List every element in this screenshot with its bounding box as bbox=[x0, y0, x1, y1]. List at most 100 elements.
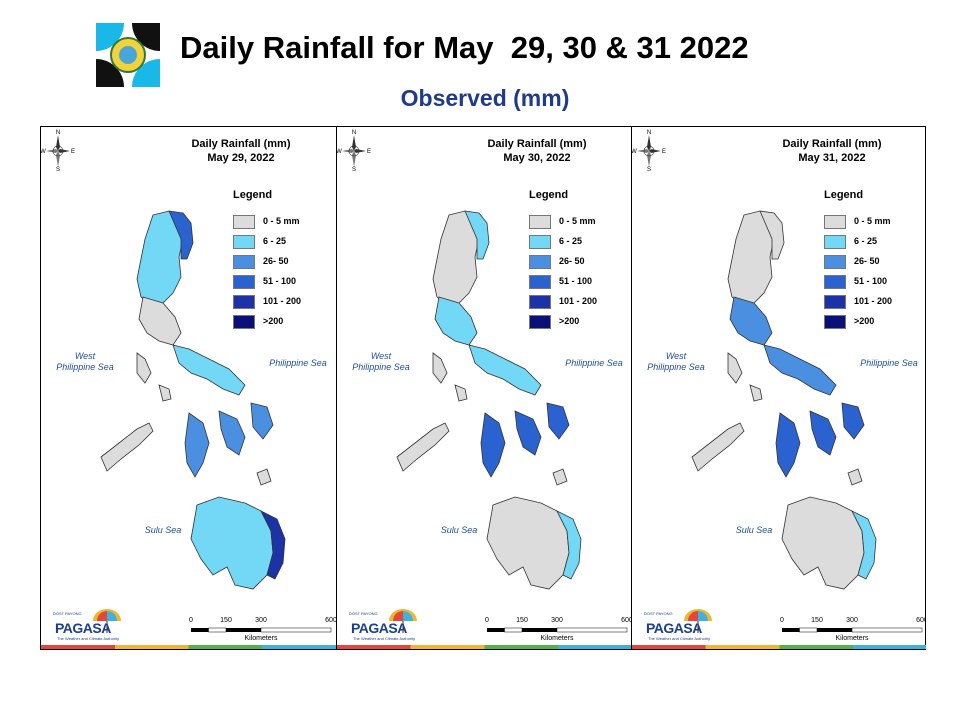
region-east-mindanao bbox=[260, 510, 286, 580]
legend-label: >200 bbox=[263, 316, 284, 326]
page-title: Daily Rainfall for May 29, 30 & 31 2022 bbox=[180, 30, 749, 65]
legend-label: 101 - 200 bbox=[559, 296, 598, 306]
brand-name: PAGASA bbox=[351, 620, 407, 636]
panel-title: Daily Rainfall (mm) bbox=[487, 138, 587, 150]
region-visayas bbox=[184, 402, 274, 478]
panel-date: May 30, 2022 bbox=[503, 152, 571, 164]
island-3 bbox=[158, 384, 172, 402]
legend-label: 6 - 25 bbox=[854, 236, 878, 246]
label-philippine-sea: Philippine Sea bbox=[565, 358, 623, 368]
scale-tick: 300 bbox=[846, 617, 858, 624]
panel-date: May 31, 2022 bbox=[798, 152, 866, 164]
scale-bar: 0 150 300 600 Kilometers bbox=[189, 617, 336, 647]
scale-tick: 0 bbox=[780, 617, 784, 624]
panel-title: Daily Rainfall (mm) bbox=[782, 138, 882, 150]
scale-tick: 300 bbox=[255, 617, 267, 624]
label-sulu-sea: Sulu Sea bbox=[735, 525, 773, 535]
color-stripe bbox=[632, 645, 926, 649]
region-central-luzon bbox=[434, 296, 478, 346]
color-stripe bbox=[337, 645, 631, 649]
legend-label: 6 - 25 bbox=[559, 236, 583, 246]
region-visayas bbox=[480, 402, 570, 478]
legend-swatch bbox=[233, 315, 255, 329]
label-west-philippine-sea: West Philippine Sea bbox=[647, 351, 705, 372]
panel-date: May 29, 2022 bbox=[207, 152, 275, 164]
region-ne-luzon bbox=[759, 210, 785, 260]
island-4 bbox=[847, 468, 863, 486]
legend-swatch bbox=[529, 275, 551, 289]
legend-swatch bbox=[824, 275, 846, 289]
compass-w: W bbox=[632, 149, 637, 155]
legend-swatch bbox=[824, 215, 846, 229]
compass-s: S bbox=[647, 167, 651, 171]
legend-title: Legend bbox=[824, 189, 864, 201]
scale-tick: 300 bbox=[551, 617, 563, 624]
legend-swatch bbox=[529, 315, 551, 329]
pagasa-brand: DOST PAYONG PAGASA The Weather and Climate… bbox=[341, 607, 417, 643]
region-ne-luzon bbox=[464, 210, 490, 260]
page-subtitle: Observed (mm) bbox=[400, 85, 570, 111]
legend-label: 51 - 100 bbox=[559, 276, 593, 286]
scale-tick: 150 bbox=[220, 617, 232, 624]
scale-tick: 150 bbox=[811, 617, 823, 624]
label-philippine-sea: Philippine Sea bbox=[269, 358, 327, 368]
region-southern-luzon bbox=[172, 344, 246, 396]
compass-e: E bbox=[662, 149, 666, 155]
region-mindanao bbox=[781, 496, 865, 590]
compass-e: E bbox=[367, 149, 371, 155]
legend-swatch bbox=[824, 295, 846, 309]
compass-n: N bbox=[647, 130, 651, 136]
island-3 bbox=[749, 384, 763, 402]
brand-prefix: DOST PAYONG bbox=[349, 611, 378, 616]
scale-unit: Kilometers bbox=[244, 635, 278, 642]
compass-n: N bbox=[352, 130, 356, 136]
umbrella-icon bbox=[389, 609, 417, 633]
legend-title: Legend bbox=[233, 189, 273, 201]
philippines-rainfall-map bbox=[691, 210, 877, 590]
compass-s: S bbox=[56, 167, 60, 171]
label-west-philippine-sea: West Philippine Sea bbox=[56, 351, 114, 372]
region-mindanao bbox=[190, 496, 274, 590]
scale-tick: 0 bbox=[189, 617, 193, 624]
map-panel-may-29: N S W E Daily Rainfall (mm) May 29, 2022 Le… bbox=[41, 127, 336, 649]
legend-swatch bbox=[824, 255, 846, 269]
compass-n: N bbox=[56, 130, 60, 136]
philippines-rainfall-map bbox=[396, 210, 582, 590]
label-west-philippine-sea: West Philippine Sea bbox=[352, 351, 410, 372]
legend-swatch bbox=[529, 235, 551, 249]
umbrella-icon bbox=[93, 609, 121, 633]
region-visayas bbox=[775, 402, 865, 478]
region-southern-luzon bbox=[763, 344, 837, 396]
region-central-luzon bbox=[138, 296, 182, 346]
scale-unit: Kilometers bbox=[835, 635, 869, 642]
island-3 bbox=[454, 384, 468, 402]
legend-label: 0 - 5 mm bbox=[263, 216, 300, 226]
island-2 bbox=[100, 422, 154, 472]
legend-label: 0 - 5 mm bbox=[854, 216, 891, 226]
brand-tagline: The Weather and Climate Authority bbox=[353, 636, 416, 641]
legend-swatch bbox=[233, 235, 255, 249]
scale-tick: 600 bbox=[325, 617, 336, 624]
compass-w: W bbox=[41, 149, 46, 155]
legend-swatch bbox=[824, 235, 846, 249]
map-panels: N S W E Daily Rainfall (mm) May 29, 2022 Le… bbox=[40, 126, 926, 650]
island-1 bbox=[136, 352, 152, 384]
scale-tick: 0 bbox=[485, 617, 489, 624]
panel-title: Daily Rainfall (mm) bbox=[191, 138, 291, 150]
island-1 bbox=[432, 352, 448, 384]
legend-swatch bbox=[529, 295, 551, 309]
legend-swatch bbox=[233, 275, 255, 289]
island-1 bbox=[727, 352, 743, 384]
region-ne-luzon bbox=[168, 210, 194, 260]
legend-swatch bbox=[824, 315, 846, 329]
region-mindanao bbox=[486, 496, 570, 590]
scale-bar-graphic bbox=[782, 627, 923, 633]
scale-unit: Kilometers bbox=[540, 635, 574, 642]
region-east-mindanao bbox=[556, 510, 582, 580]
map-panel-may-30: N S W E Daily Rainfall (mm) May 30, 2022 Le… bbox=[336, 127, 631, 649]
legend-swatch bbox=[233, 255, 255, 269]
region-southern-luzon bbox=[468, 344, 542, 396]
island-4 bbox=[552, 468, 568, 486]
legend-label: 26- 50 bbox=[559, 256, 585, 266]
compass-w: W bbox=[337, 149, 342, 155]
